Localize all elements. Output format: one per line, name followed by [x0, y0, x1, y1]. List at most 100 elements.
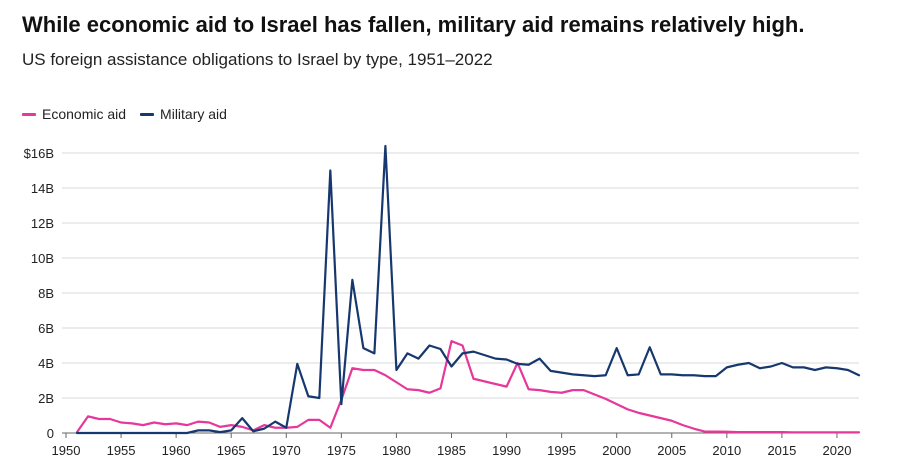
- data-point-economic-aid: [196, 420, 200, 424]
- data-point-military-aid: [736, 363, 740, 367]
- data-point-military-aid: [240, 416, 244, 420]
- data-point-military-aid: [846, 368, 850, 372]
- data-point-economic-aid: [681, 423, 685, 427]
- data-point-military-aid: [372, 351, 376, 355]
- data-point-economic-aid: [461, 344, 465, 348]
- data-point-economic-aid: [527, 387, 531, 391]
- data-point-military-aid: [780, 361, 784, 365]
- series-line-economic-aid: [75, 340, 861, 434]
- data-point-military-aid: [516, 362, 520, 366]
- data-point-military-aid: [108, 431, 112, 435]
- data-point-economic-aid: [416, 388, 420, 392]
- data-point-military-aid: [692, 373, 696, 377]
- data-point-economic-aid: [703, 430, 707, 434]
- data-point-economic-aid: [229, 423, 233, 427]
- data-point-economic-aid: [780, 430, 784, 434]
- data-point-economic-aid: [141, 423, 145, 427]
- data-point-military-aid: [604, 373, 608, 377]
- x-tick-label: 1980: [382, 443, 411, 458]
- y-tick-label: 2B: [38, 391, 54, 406]
- data-point-military-aid: [758, 366, 762, 370]
- data-point-economic-aid: [769, 430, 773, 434]
- data-point-military-aid: [295, 362, 299, 366]
- data-point-military-aid: [681, 373, 685, 377]
- data-point-economic-aid: [802, 430, 806, 434]
- data-point-military-aid: [637, 372, 641, 376]
- data-point-economic-aid: [615, 402, 619, 406]
- data-point-economic-aid: [394, 380, 398, 384]
- data-point-military-aid: [615, 346, 619, 350]
- data-point-military-aid: [648, 345, 652, 349]
- data-point-military-aid: [229, 428, 233, 432]
- y-tick-label: 4B: [38, 356, 54, 371]
- data-point-economic-aid: [163, 422, 167, 426]
- data-point-economic-aid: [449, 339, 453, 343]
- x-tick-label: 1970: [272, 443, 301, 458]
- data-point-economic-aid: [472, 377, 476, 381]
- data-point-economic-aid: [670, 419, 674, 423]
- data-point-military-aid: [791, 365, 795, 369]
- data-point-military-aid: [152, 431, 156, 435]
- data-point-military-aid: [306, 394, 310, 398]
- data-point-economic-aid: [571, 388, 575, 392]
- x-tick-label: 1960: [162, 443, 191, 458]
- x-tick-label: 1965: [217, 443, 246, 458]
- data-point-military-aid: [549, 369, 553, 373]
- data-point-economic-aid: [560, 391, 564, 395]
- data-point-military-aid: [438, 347, 442, 351]
- data-point-military-aid: [284, 426, 288, 430]
- data-point-military-aid: [361, 346, 365, 350]
- data-point-military-aid: [174, 431, 178, 435]
- data-point-military-aid: [383, 144, 387, 148]
- data-point-military-aid: [835, 366, 839, 370]
- data-point-military-aid: [317, 396, 321, 400]
- data-point-military-aid: [196, 428, 200, 432]
- data-point-military-aid: [703, 374, 707, 378]
- data-point-economic-aid: [736, 430, 740, 434]
- y-tick-label: 0: [47, 426, 54, 441]
- x-tick-label: 1990: [492, 443, 521, 458]
- y-tick-label: 6B: [38, 321, 54, 336]
- data-point-military-aid: [582, 373, 586, 377]
- x-tick-label: 2010: [712, 443, 741, 458]
- data-point-military-aid: [472, 350, 476, 354]
- legend-item-economic-aid: Economic aid: [22, 106, 126, 122]
- data-point-economic-aid: [824, 430, 828, 434]
- data-point-economic-aid: [835, 430, 839, 434]
- data-point-military-aid: [725, 365, 729, 369]
- y-tick-label: 14B: [31, 181, 54, 196]
- x-tick-label: 1985: [437, 443, 466, 458]
- data-point-military-aid: [427, 344, 431, 348]
- data-point-economic-aid: [295, 425, 299, 429]
- data-point-economic-aid: [372, 368, 376, 372]
- data-point-economic-aid: [549, 390, 553, 394]
- data-point-military-aid: [141, 431, 145, 435]
- data-point-military-aid: [218, 430, 222, 434]
- data-point-economic-aid: [119, 421, 123, 425]
- data-point-military-aid: [802, 365, 806, 369]
- data-point-military-aid: [405, 351, 409, 355]
- series-line-military-aid: [75, 144, 861, 435]
- data-point-military-aid: [119, 431, 123, 435]
- data-point-economic-aid: [637, 411, 641, 415]
- data-point-military-aid: [97, 431, 101, 435]
- data-point-military-aid: [262, 427, 266, 431]
- data-point-economic-aid: [306, 418, 310, 422]
- data-point-military-aid: [251, 429, 255, 433]
- y-tick-label: 8B: [38, 286, 54, 301]
- data-point-economic-aid: [538, 388, 542, 392]
- data-point-military-aid: [659, 372, 663, 376]
- data-point-military-aid: [339, 402, 343, 406]
- data-point-military-aid: [185, 431, 189, 435]
- data-point-economic-aid: [405, 387, 409, 391]
- data-point-military-aid: [824, 365, 828, 369]
- data-point-economic-aid: [505, 385, 509, 389]
- data-point-economic-aid: [648, 414, 652, 418]
- data-point-economic-aid: [813, 430, 817, 434]
- data-point-economic-aid: [350, 366, 354, 370]
- data-point-economic-aid: [438, 386, 442, 390]
- y-tick-label: $16B: [24, 146, 54, 161]
- x-tick-label: 1975: [327, 443, 356, 458]
- data-point-military-aid: [416, 357, 420, 361]
